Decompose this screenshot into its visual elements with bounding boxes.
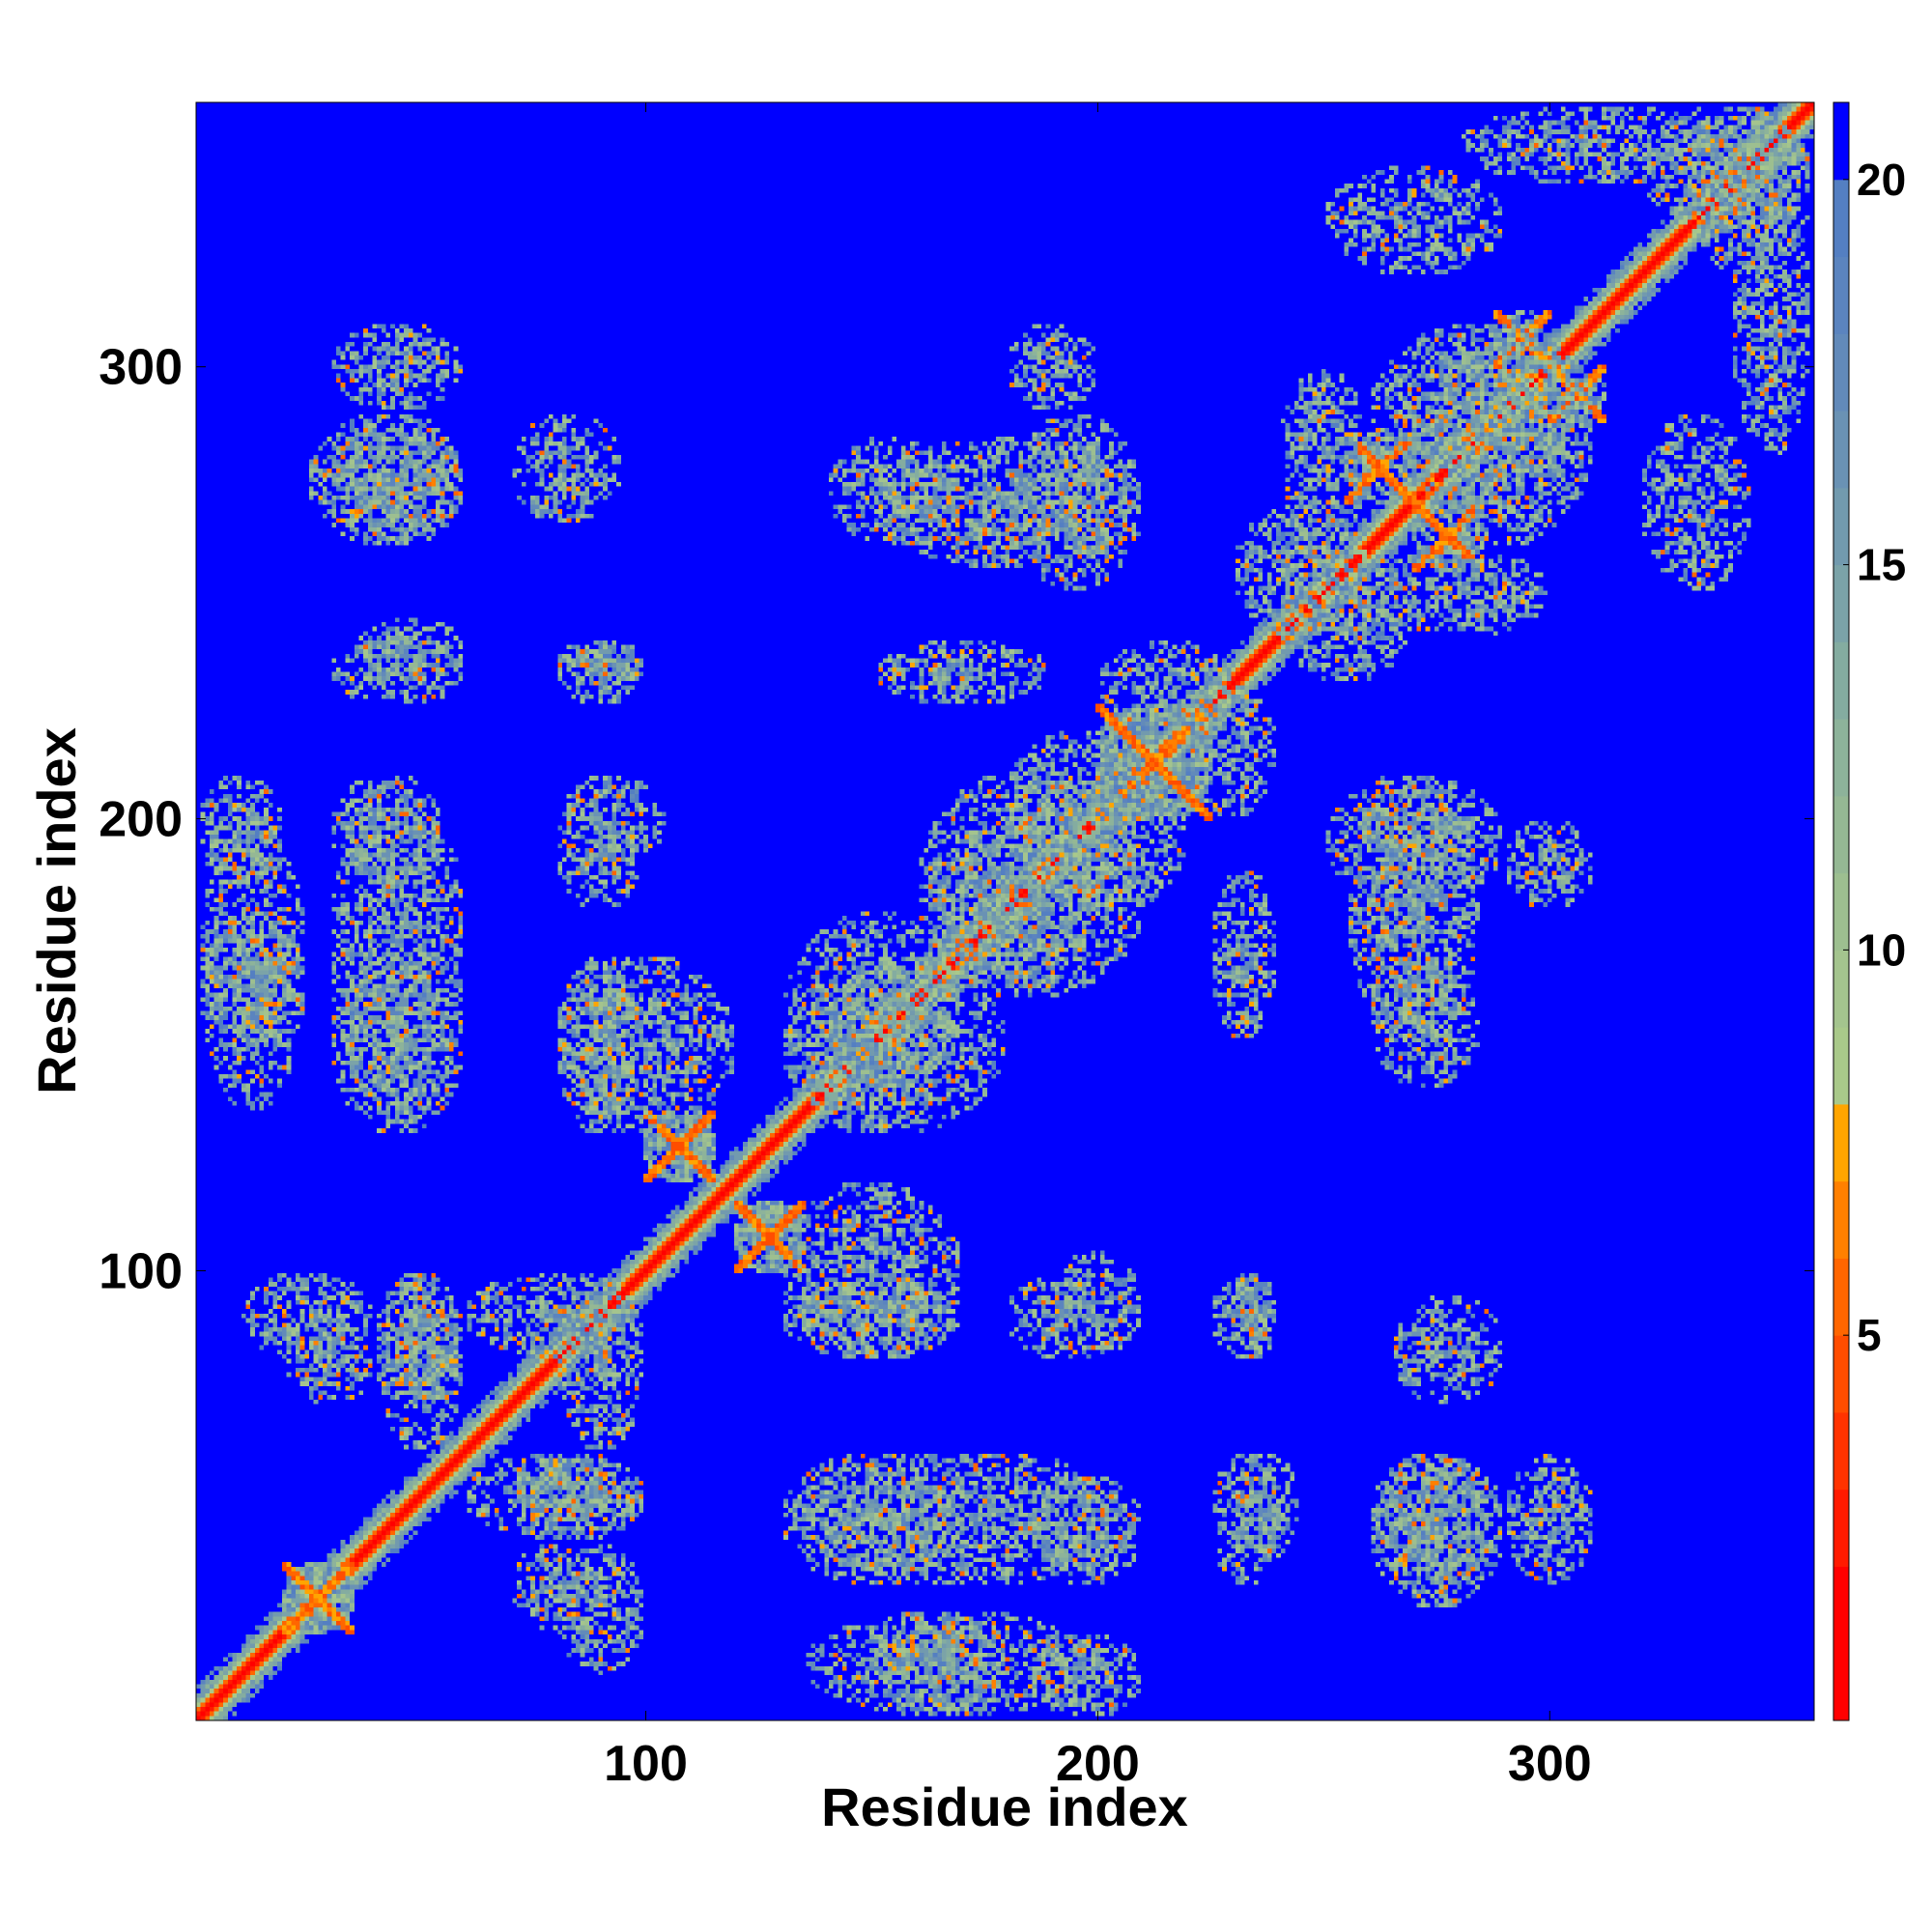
colorbar-segment [1833, 333, 1849, 412]
colorbar-tick-label: 15 [1857, 540, 1906, 590]
colorbar-segment [1833, 950, 1849, 1028]
colorbar-tick-label: 10 [1857, 924, 1906, 975]
y-tick-label: 300 [99, 340, 183, 396]
colorbar-ticks: 5 10 15 20 [1843, 155, 1906, 1360]
y-tick-label: 100 [99, 1243, 183, 1299]
colorbar-segment [1833, 411, 1849, 489]
plot-frame [195, 101, 1815, 1721]
colorbar-segment [1833, 872, 1849, 951]
colorbar-segment [1833, 719, 1849, 797]
y-axis-label: Residue index [26, 727, 87, 1094]
colorbar-segment [1833, 795, 1849, 874]
x-tick-label: 300 [1508, 1736, 1592, 1792]
colorbar-segment [1833, 1566, 1849, 1721]
x-axis-ticks: 100 200 300 [604, 102, 1592, 1792]
colorbar-segment [1833, 564, 1849, 642]
y-tick-label: 200 [99, 792, 183, 848]
x-tick-label: 200 [1056, 1736, 1140, 1792]
colorbar-segment [1833, 1489, 1849, 1567]
colorbar-segment [1833, 1103, 1849, 1182]
y-axis-ticks: 100 200 300 [99, 340, 1814, 1299]
heatmap [196, 102, 1814, 1720]
colorbar-segment [1833, 1180, 1849, 1259]
colorbar-segment [1833, 179, 1849, 258]
x-tick-label: 100 [604, 1736, 688, 1792]
colorbar-frame [1833, 101, 1850, 1721]
colorbar-segment [1833, 487, 1849, 566]
colorbar-segment [1833, 1335, 1849, 1413]
colorbar-tick-label: 20 [1857, 155, 1906, 205]
colorbar-segment [1833, 256, 1849, 334]
colorbar [1833, 101, 1850, 1721]
colorbar-tick-label: 5 [1857, 1310, 1882, 1360]
colorbar-segment [1833, 1027, 1849, 1105]
x-axis-label: Residue index [821, 1776, 1188, 1837]
colorbar-segment [1833, 641, 1849, 720]
heatmap-matrix [196, 102, 1814, 1720]
colorbar-segment [1833, 102, 1849, 181]
colorbar-segment [1833, 1411, 1849, 1491]
colorbar-segment [1833, 1258, 1849, 1336]
